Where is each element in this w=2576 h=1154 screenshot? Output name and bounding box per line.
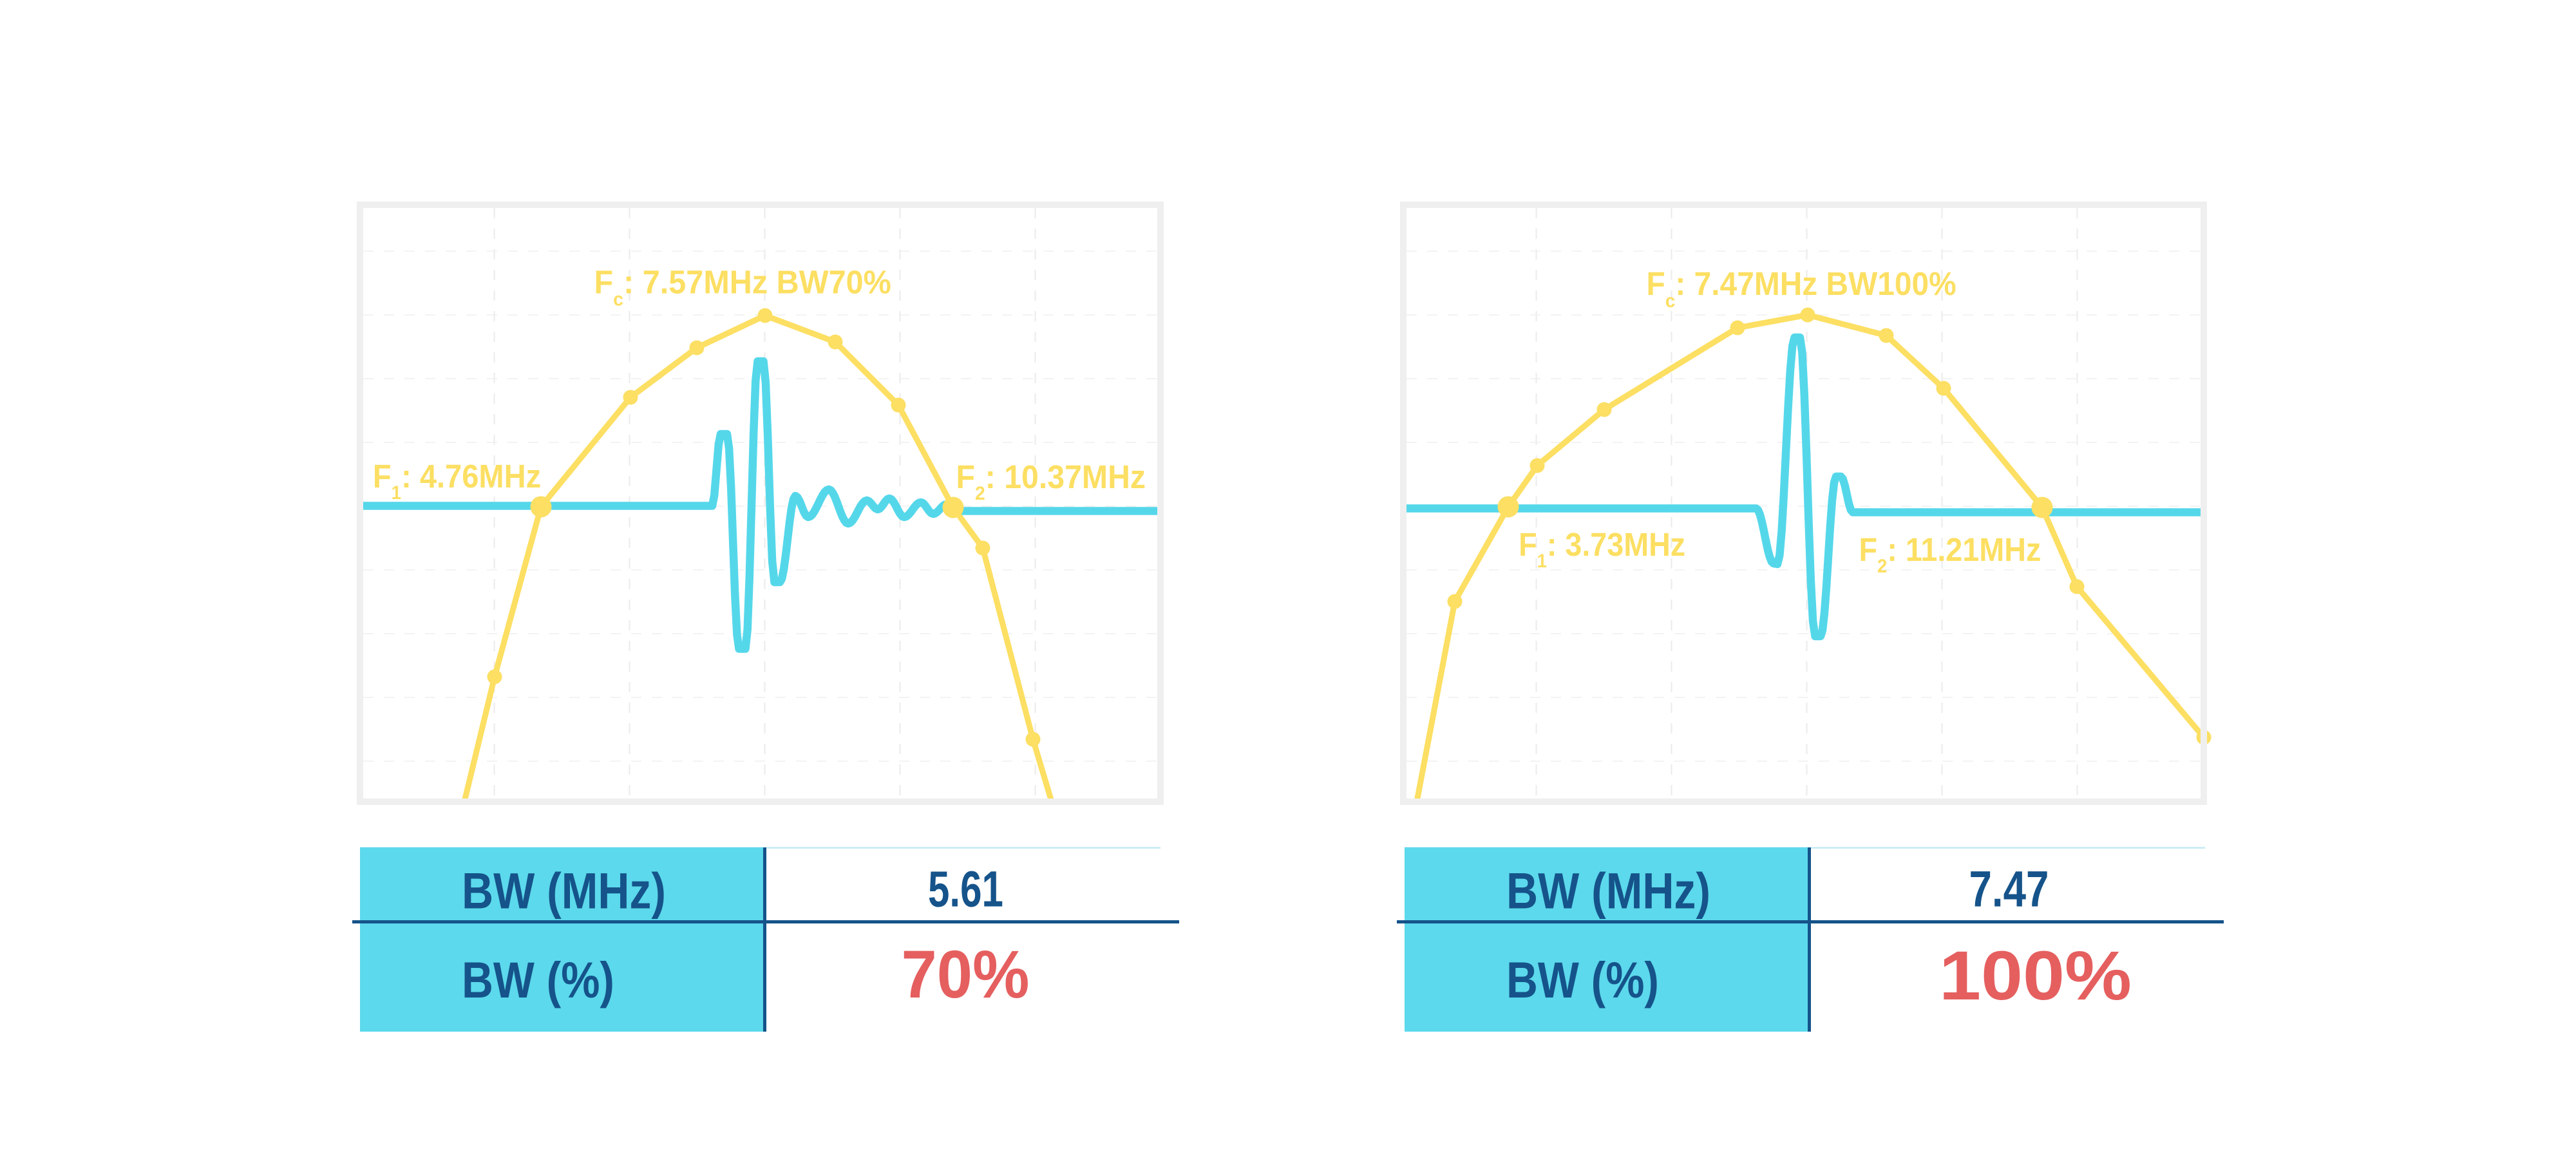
- svg-text:7.47: 7.47: [1969, 860, 2049, 918]
- svg-text:100%: 100%: [1939, 936, 2132, 1014]
- svg-text:BW (%): BW (%): [1506, 951, 1659, 1008]
- svg-text:BW (MHz): BW (MHz): [462, 862, 666, 920]
- svg-text:5.61: 5.61: [928, 860, 1003, 918]
- svg-text:BW (%): BW (%): [462, 951, 614, 1008]
- svg-text:BW (MHz): BW (MHz): [1506, 862, 1710, 920]
- svg-text:70%: 70%: [902, 937, 1030, 1012]
